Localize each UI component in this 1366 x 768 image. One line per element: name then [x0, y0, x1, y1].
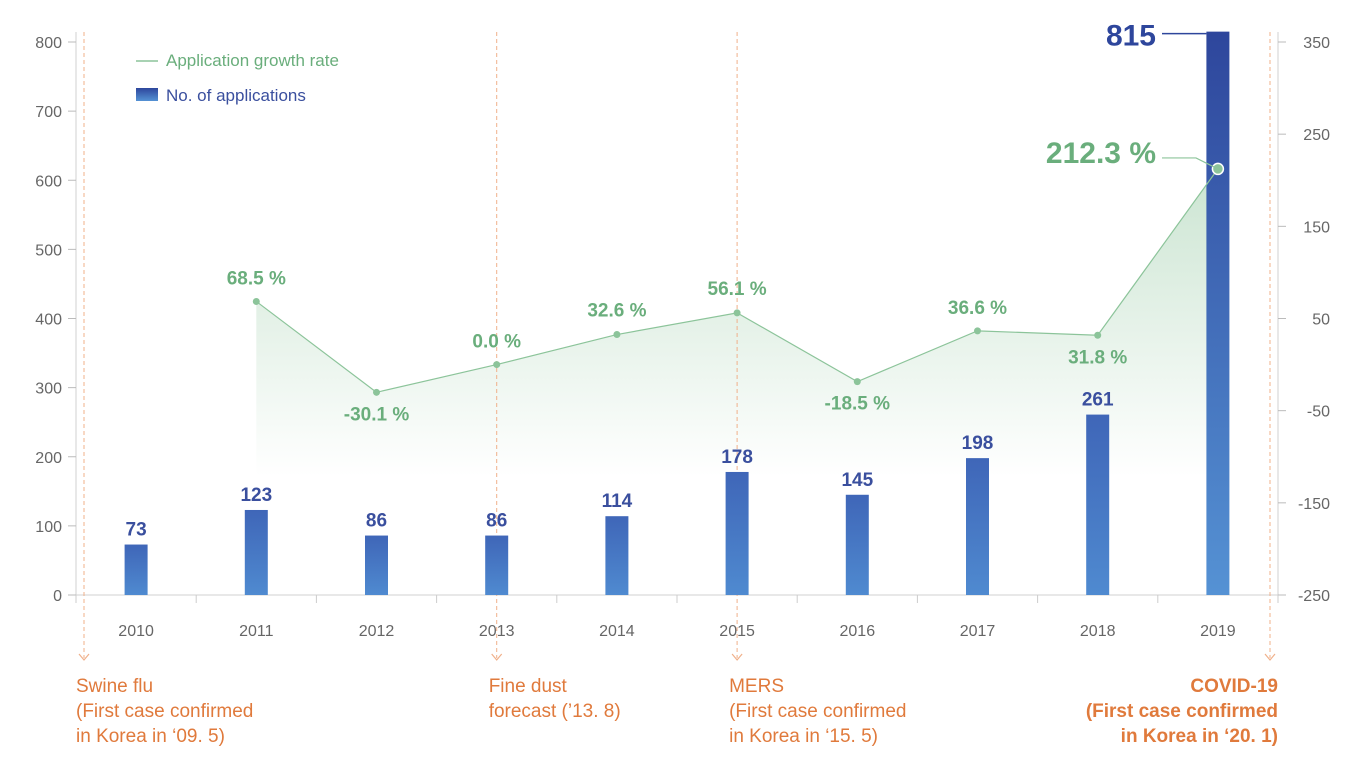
- y-right-tick-label: -150: [1298, 496, 1330, 513]
- growth-rate-point-2015: [733, 309, 741, 317]
- bar-label-2015: 178: [721, 447, 753, 468]
- growth-rate-point-2016: [853, 378, 861, 386]
- event-note-line: Fine dust: [488, 676, 567, 697]
- x-tick-label: 2019: [1200, 623, 1236, 640]
- x-tick-label: 2015: [719, 623, 755, 640]
- event-note-line: forecast (’13. 8): [488, 701, 621, 722]
- y-left-tick-label: 500: [35, 242, 62, 259]
- growth-rate-point-2012: [373, 388, 380, 396]
- growth-rate-label-2019: 212.3 %: [1046, 137, 1156, 170]
- event-note-line: in Korea in ‘15. 5): [729, 726, 879, 747]
- event-arrow-icon-2010: [78, 653, 90, 661]
- bar-label-2018: 261: [1082, 390, 1114, 411]
- growth-rate-label-2018: 31.8 %: [1068, 347, 1127, 368]
- x-tick-label: 2011: [239, 623, 274, 640]
- event-note-2019: COVID-19 (First case confirmed in Korea in…: [1086, 674, 1278, 749]
- bar-2015: [725, 471, 749, 595]
- event-arrow-icon-2015: [731, 653, 743, 661]
- legend-bar-swatch: [136, 88, 158, 101]
- event-arrow-icon-2019: [1264, 653, 1276, 661]
- x-tick-label: 2014: [599, 623, 635, 640]
- y-right-tick-label: 350: [1303, 35, 1330, 52]
- bar-2012: [365, 535, 388, 595]
- event-note-line: MERS: [729, 676, 784, 697]
- bar-2016: [845, 494, 869, 595]
- growth-rate-point-2013: [493, 361, 501, 369]
- growth-rate-point-2018: [1094, 331, 1102, 339]
- y-right-tick-label: -50: [1307, 404, 1330, 421]
- x-tick-label: 2018: [1080, 623, 1116, 640]
- event-note-line: (First case confirmed: [1085, 701, 1278, 722]
- event-note-2010: Swine flu (First case confirmed in Korea i…: [76, 674, 253, 749]
- event-note-line: in Korea in ‘09. 5): [76, 726, 225, 747]
- legend-label-applications: No. of applications: [166, 86, 306, 105]
- bar-2013: [485, 535, 509, 595]
- bar-label-2011: 123: [240, 485, 272, 506]
- growth-rate-label-2011: 68.5 %: [227, 268, 286, 289]
- bar-label-2017: 198: [962, 433, 994, 454]
- y-left-tick-label: 200: [35, 450, 62, 467]
- bar-label-2012: 86: [366, 511, 387, 532]
- growth-rate-point-2011: [252, 297, 260, 305]
- y-left-tick-label: 300: [35, 381, 62, 398]
- y-right-tick-label: 150: [1303, 219, 1330, 236]
- x-tick-label: 2010: [118, 623, 154, 640]
- growth-rate-label-2016: -18.5 %: [825, 394, 891, 415]
- growth-rate-label-2014: 32.6 %: [587, 301, 646, 322]
- bar-label-2016: 145: [841, 470, 873, 491]
- event-note-2015: MERS (First case confirmed in Korea in ‘15…: [729, 674, 906, 749]
- event-note-line: (First case confirmed: [729, 701, 907, 722]
- growth-rate-point-2019: [1211, 162, 1225, 176]
- bar-label-2013: 86: [486, 511, 507, 532]
- y-left-tick-label: 100: [35, 519, 62, 536]
- growth-rate-point-2014: [613, 331, 621, 339]
- x-tick-label: 2012: [359, 623, 395, 640]
- y-right-tick-label: -250: [1298, 588, 1330, 605]
- growth-rate-label-2015: 56.1 %: [708, 279, 767, 300]
- y-right-tick-label: 50: [1312, 312, 1330, 329]
- bar-2018: [1086, 414, 1110, 595]
- bar-2014: [605, 516, 629, 595]
- growth-rate-point-2017: [974, 327, 981, 335]
- event-note-line: Swine flu: [76, 676, 154, 697]
- bar-2011: [244, 509, 268, 595]
- x-tick-label: 2017: [960, 623, 996, 640]
- growth-rate-label-2012: -30.1 %: [344, 404, 410, 425]
- x-tick-label: 2013: [479, 623, 515, 640]
- event-note-line: in Korea in ‘20. 1): [1120, 726, 1278, 747]
- y-left-tick-label: 0: [53, 588, 62, 605]
- bar-label-2019: 815: [1106, 20, 1156, 53]
- bar-2017: [966, 458, 989, 595]
- bar-label-2014: 114: [602, 491, 633, 512]
- event-note-line: COVID-19: [1190, 676, 1278, 697]
- growth-rate-label-2017: 36.6 %: [948, 298, 1007, 319]
- y-left-tick-label: 800: [35, 35, 62, 52]
- growth-rate-label-2013: 0.0 %: [472, 332, 521, 353]
- event-arrow-icon-2013: [491, 653, 503, 661]
- legend-label-growth-rate: Application growth rate: [166, 51, 339, 70]
- event-note-2013: Fine dust forecast (’13. 8): [489, 674, 621, 724]
- y-right-tick-label: 250: [1303, 127, 1330, 144]
- bar-2010: [124, 544, 148, 595]
- y-left-tick-label: 600: [35, 173, 62, 190]
- bar-2019: [1206, 31, 1230, 596]
- bar-label-2010: 73: [126, 520, 147, 541]
- growth-rate-leader-2019: [1162, 157, 1215, 168]
- y-left-tick-label: 400: [35, 312, 62, 329]
- y-left-tick-label: 700: [35, 104, 62, 121]
- event-note-line: (First case confirmed: [76, 701, 254, 722]
- x-tick-label: 2016: [840, 623, 876, 640]
